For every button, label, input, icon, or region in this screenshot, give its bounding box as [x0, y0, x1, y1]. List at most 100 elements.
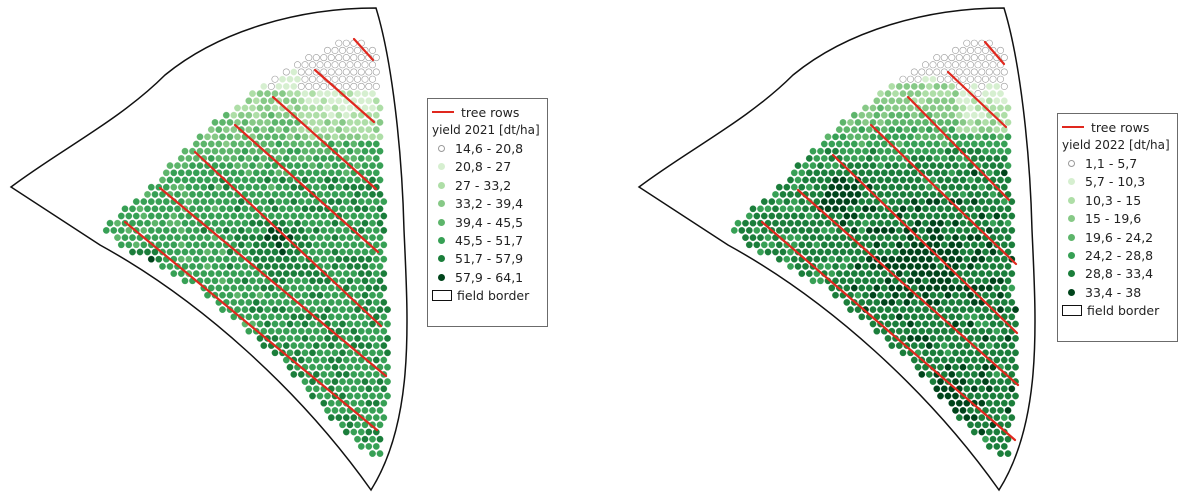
yield-point: [880, 97, 888, 105]
yield-point: [264, 320, 271, 328]
yield-point: [189, 234, 196, 241]
yield-point: [260, 140, 268, 148]
yield-point: [907, 234, 914, 241]
yield-point: [974, 277, 982, 285]
yield-point: [959, 349, 967, 357]
yield-point: [264, 119, 271, 126]
yield-point: [989, 378, 997, 385]
yield-point: [312, 255, 320, 263]
yield-point: [933, 54, 941, 62]
yield-point: [354, 162, 361, 169]
yield-point: [245, 284, 253, 292]
yield-point: [121, 205, 129, 213]
legend-class-5: 45,5 - 51,7: [432, 231, 542, 249]
yield-point: [952, 320, 959, 328]
yield-point: [301, 133, 309, 141]
yield-point: [353, 46, 361, 54]
yield-point: [226, 219, 234, 227]
yield-point: [361, 104, 369, 112]
yield-point: [230, 270, 238, 277]
legend-dot-icon: [438, 273, 445, 281]
yield-point: [271, 248, 279, 256]
yield-point: [365, 140, 373, 148]
yield-point: [361, 90, 369, 97]
yield-point: [910, 183, 918, 191]
yield-point: [989, 335, 997, 342]
yield-point: [312, 342, 320, 349]
yield-point: [899, 162, 907, 169]
yield-point: [895, 327, 903, 335]
yield-point: [981, 46, 989, 54]
yield-point: [297, 68, 305, 76]
yield-point: [335, 39, 343, 47]
yield-point: [372, 68, 380, 76]
yield-point: [922, 263, 929, 270]
yield-point: [222, 255, 230, 263]
yield-point: [918, 140, 926, 148]
yield-point: [944, 277, 952, 285]
yield-point: [952, 119, 959, 126]
yield-point: [342, 270, 350, 277]
yield-point: [1004, 147, 1012, 155]
yield-point: [850, 198, 858, 205]
yield-point: [369, 349, 376, 357]
yield-point: [907, 104, 914, 112]
yield-point: [910, 155, 918, 162]
yield-point: [899, 90, 907, 97]
yield-point: [346, 306, 354, 313]
yield-point: [294, 291, 301, 299]
yield-point: [828, 270, 836, 277]
yield-point: [331, 407, 339, 414]
yield-point: [772, 219, 779, 227]
yield-point: [895, 299, 903, 306]
yield-point: [989, 75, 997, 83]
yield-point: [271, 349, 279, 357]
yield-point: [372, 284, 380, 292]
yield-point: [820, 227, 828, 234]
yield-point: [249, 248, 256, 256]
yield-point: [301, 191, 309, 198]
yield-point: [989, 119, 997, 126]
yield-point: [189, 263, 196, 270]
yield-point: [847, 263, 854, 270]
yield-point: [324, 407, 331, 414]
legend-dot-icon: [1068, 252, 1075, 260]
yield-point: [997, 277, 1004, 285]
yield-point: [1008, 241, 1016, 249]
yield-point: [997, 450, 1004, 457]
yield-point: [369, 277, 376, 285]
yield-point: [967, 263, 974, 270]
yield-point: [354, 191, 361, 198]
yield-point: [985, 284, 993, 292]
yield-point: [159, 263, 166, 270]
yield-point: [301, 219, 309, 227]
yield-point: [937, 147, 944, 155]
yield-point: [305, 270, 313, 277]
yield-point: [914, 263, 922, 270]
yield-point: [828, 183, 836, 191]
yield-point: [211, 248, 219, 256]
yield-point: [286, 191, 294, 198]
yield-point: [1012, 320, 1019, 328]
yield-point: [324, 176, 331, 184]
yield-point: [993, 270, 1001, 277]
yield-point: [290, 83, 298, 90]
yield-point: [888, 111, 896, 119]
yield-point: [252, 155, 260, 162]
yield-point: [955, 299, 963, 306]
yield-point: [372, 54, 380, 62]
yield-point: [305, 313, 313, 321]
tree-row-line: [313, 68, 376, 124]
yield-point: [922, 75, 929, 83]
yield-point: [809, 162, 817, 169]
yield-point: [978, 284, 986, 292]
yield-point: [346, 277, 354, 285]
yield-point: [929, 191, 937, 198]
yield-point: [895, 155, 903, 162]
yield-point: [862, 104, 869, 112]
yield-point: [775, 255, 783, 263]
yield-point: [933, 169, 941, 177]
yield-point: [963, 111, 971, 119]
yield-point: [843, 140, 851, 148]
yield-point: [162, 198, 170, 205]
